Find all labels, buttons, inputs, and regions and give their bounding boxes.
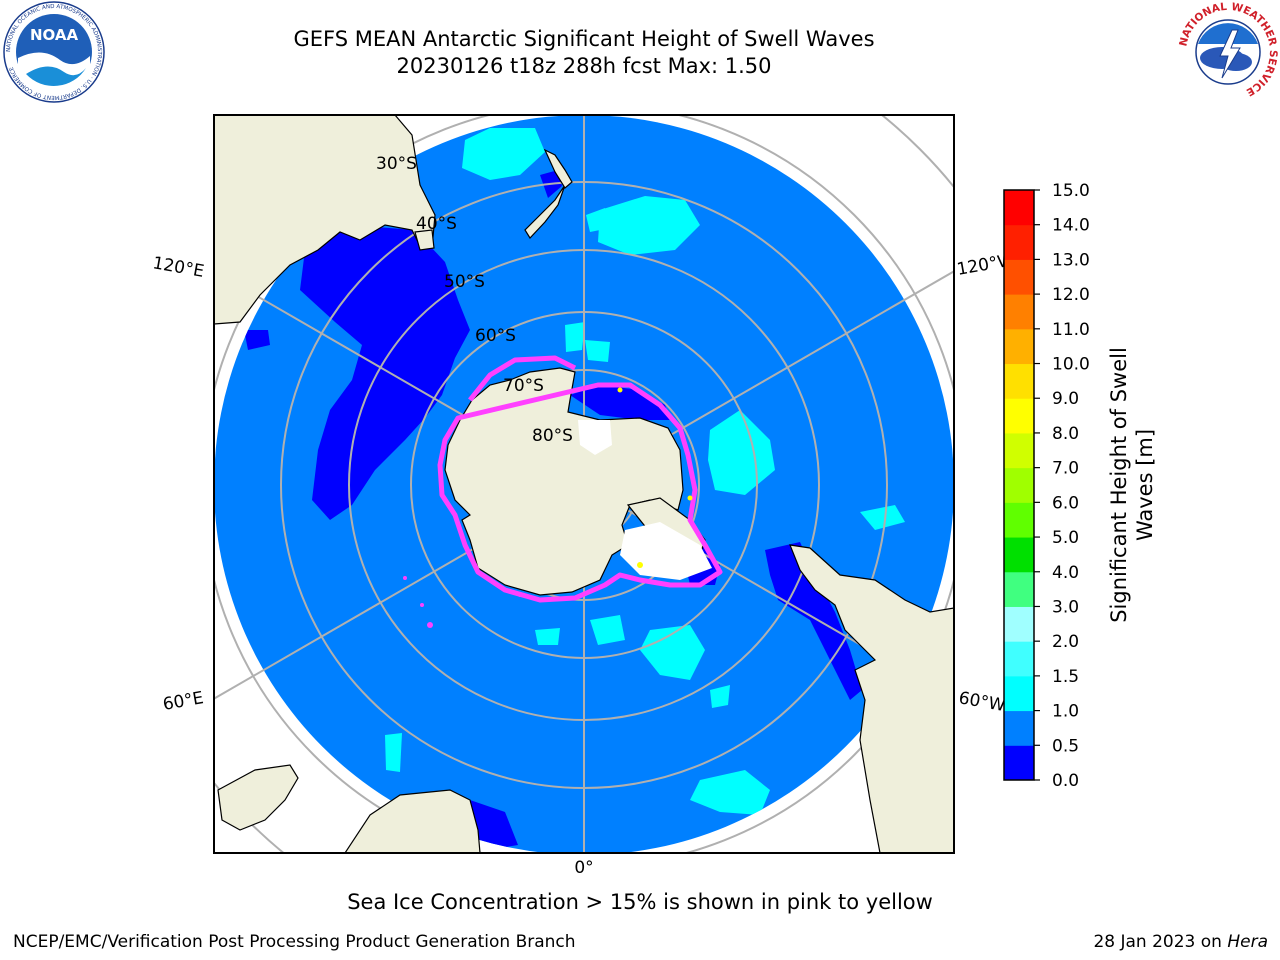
colorbar-tick-label: 9.0 (1052, 389, 1079, 409)
low-swell-region-australia-west (244, 330, 270, 350)
lon-label-60e: 60°E (161, 688, 205, 715)
colorbar (1003, 189, 1035, 781)
colorbar-tick-label: 11.0 (1052, 320, 1090, 340)
footer-machine: Hera (1227, 932, 1268, 952)
colorbar-tick-label: 0.5 (1052, 736, 1079, 756)
colorbar-swatch (1004, 641, 1034, 677)
sea-ice-high-concentration (617, 387, 693, 568)
lat-label-70s: 70°S (503, 376, 544, 396)
colorbar-swatch (1004, 571, 1034, 607)
noaa-logo: NATIONAL OCEANIC AND ATMOSPHERIC ADMINIS… (3, 1, 105, 103)
colorbar-tick-label: 14.0 (1052, 216, 1090, 236)
low-swell-region-indian-ocean (300, 225, 470, 520)
lat-label-40s: 40°S (416, 214, 457, 234)
colorbar-tick-label: 7.0 (1052, 459, 1079, 479)
colorbar-swatch (1004, 606, 1034, 642)
colorbar-swatch (1004, 710, 1034, 746)
southern-africa (344, 789, 481, 853)
colorbar-tick-label: 15.0 (1052, 181, 1090, 201)
colorbar-title-line2: Waves [m] (1133, 428, 1157, 542)
chart-subtitle: 20230126 t18z 288h fcst Max: 1.50 (396, 54, 772, 78)
madagascar (217, 764, 299, 831)
chart-title: GEFS MEAN Antarctic Significant Height o… (293, 27, 875, 51)
tasmania (414, 229, 435, 251)
new-zealand-south (524, 184, 566, 239)
colorbar-tick-label: 2.0 (1052, 632, 1079, 652)
colorbar-swatch (1004, 675, 1034, 712)
sea-ice-floes (403, 576, 522, 628)
low-swell-region-south-america (765, 542, 862, 700)
colorbar-swatch (1004, 294, 1034, 330)
colorbar-tick-label: 4.0 (1052, 563, 1079, 583)
moderate-swell-patches (385, 128, 905, 815)
colorbar-ticks: 0.0 0.5 1.0 1.5 2.0 3.0 4.0 5.0 6.0 7.0 8.0 9.0 10.0… (1034, 181, 1090, 791)
colorbar-swatch (1004, 190, 1034, 226)
colorbar-tick-label: 3.0 (1052, 597, 1079, 617)
colorbar-swatch (1004, 398, 1034, 434)
low-swell-region-africa (470, 800, 518, 853)
colorbar-swatch (1004, 537, 1034, 573)
australia (214, 115, 436, 325)
lon-label-180: 180° (564, 90, 605, 110)
colorbar-tick-label: 12.0 (1052, 285, 1090, 305)
colorbar-tick-label: 8.0 (1052, 424, 1079, 444)
colorbar-swatch (1004, 363, 1034, 399)
colorbar-tick-label: 0.0 (1052, 771, 1079, 791)
lon-label-0: 0° (574, 858, 593, 878)
colorbar-tick-label: 1.0 (1052, 702, 1079, 722)
new-zealand-north (543, 148, 573, 189)
lat-label-50s: 50°S (444, 272, 485, 292)
colorbar-swatch (1004, 432, 1034, 469)
sea-ice-edge (437, 355, 723, 603)
footer-date-text: 28 Jan 2023 on (1093, 932, 1228, 952)
nws-logo: NATIONAL WEATHER SERVICE (1177, 1, 1279, 101)
lat-label-30s: 30°S (376, 154, 417, 174)
footer-date: 28 Jan 2023 on Hera (1093, 932, 1268, 952)
colorbar-swatch (1004, 224, 1034, 260)
colorbar-tick-label: 10.0 (1052, 355, 1090, 375)
colorbar-tick-label: 6.0 (1052, 493, 1079, 513)
sea-ice-note: Sea Ice Concentration > 15% is shown in … (347, 890, 933, 914)
land (214, 115, 954, 853)
colorbar-swatch (1004, 502, 1034, 538)
footer-credit: NCEP/EMC/Verification Post Processing Pr… (13, 932, 576, 952)
lon-label-120e: 120°E (151, 253, 205, 282)
colorbar-frame (1003, 189, 1035, 781)
lon-label-60w: 60°W (957, 688, 1007, 716)
ice-shelves (578, 420, 712, 580)
latitude-labels: 30°S 40°S 50°S 60°S 70°S 80°S (376, 154, 573, 446)
colorbar-swatch (1004, 259, 1034, 295)
colorbar-swatch (1004, 467, 1034, 503)
colorbar-swatch (1004, 328, 1034, 365)
south-america (789, 544, 954, 853)
colorbar-tick-label: 1.5 (1052, 667, 1079, 687)
colorbar-swatch (1004, 745, 1034, 781)
map-frame (213, 114, 955, 854)
noaa-logo-text: NOAA (30, 26, 79, 44)
lat-label-80s: 80°S (532, 426, 573, 446)
lat-label-60s: 60°S (475, 326, 516, 346)
colorbar-title-line1: Significant Height of Swell (1107, 347, 1131, 623)
longitude-labels: 180° (564, 90, 605, 110)
colorbar-tick-label: 13.0 (1052, 250, 1090, 270)
colorbar-tick-label: 5.0 (1052, 528, 1079, 548)
